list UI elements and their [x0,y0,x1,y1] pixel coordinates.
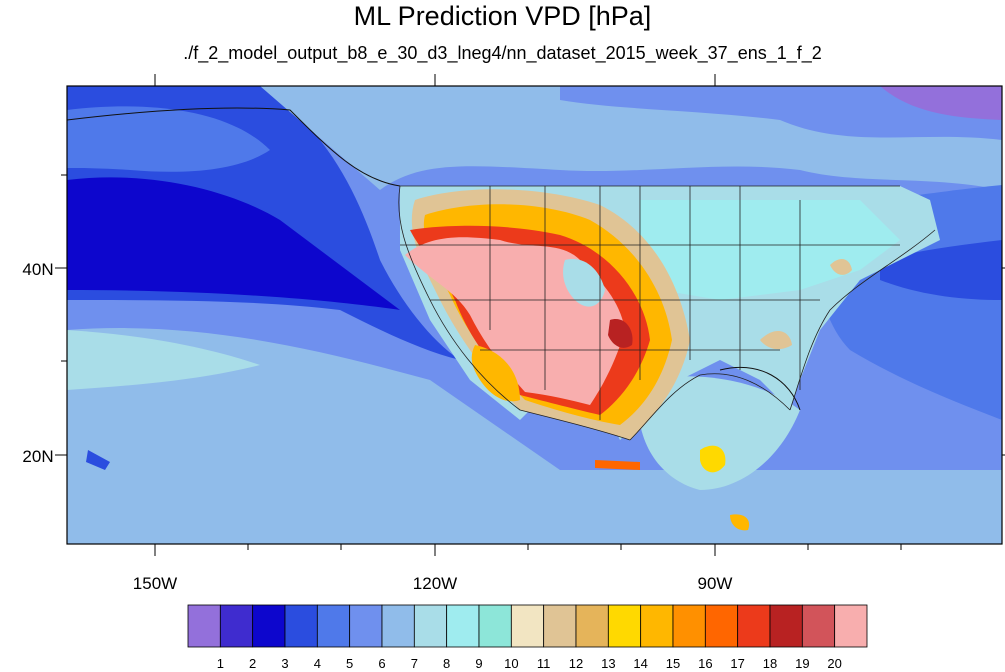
colorbar-label: 2 [249,656,256,671]
colorbar-label: 18 [763,656,777,671]
colorbar-swatch [252,604,286,648]
colorbar-swatch [607,604,642,648]
colorbar-swatch [543,604,577,648]
lon-label-90w: 90W [698,574,733,593]
colorbar-swatch [575,604,609,648]
colorbar-label: 12 [569,656,583,671]
colorbar-label: 1 [217,656,224,671]
colorbar-label: 9 [475,656,482,671]
mexico-south-patch [595,460,640,470]
colorbar-swatch [219,604,254,648]
colorbar-label: 3 [281,656,288,671]
pacific-north-band [67,106,270,172]
colorbar-label: 6 [378,656,385,671]
lat-label-40n: 40N [22,260,53,279]
pacific-core [67,177,400,310]
colorbar-label: 16 [698,656,712,671]
map-fields [67,86,1002,544]
colorbar-swatch [834,604,868,648]
colorado-humid-pocket [563,259,605,307]
colorbar-label: 13 [601,656,615,671]
colorbar-swatch [284,604,318,648]
colorbar-swatch [446,604,480,648]
colorbar-swatch [640,604,674,648]
colorbar-swatch [349,604,383,648]
southeast-patch [760,330,792,350]
colorbar-swatch [316,604,351,648]
colorbar-swatch [510,604,545,648]
central-america-patch [730,514,750,531]
baja-edge [471,345,520,402]
colorbar-swatch [769,604,803,648]
lon-label-120w: 120W [413,574,457,593]
colorbar-swatch [187,604,221,648]
colorbar-label: 10 [504,656,518,671]
map-subtitle: ./f_2_model_output_b8_e_30_d3_lneg4/nn_d… [183,43,822,63]
us-east-humid [640,200,900,300]
coastlines [67,107,801,411]
northern-band [560,86,1002,140]
colorbar-swatch [413,604,448,648]
colorbar-label: 19 [795,656,809,671]
colorbar-swatch [704,604,739,648]
northeast-patch [830,258,852,275]
gulf-field [638,376,800,490]
texas-hotspot [608,319,633,348]
colorbar-swatch [672,604,706,648]
colorbar-swatch [478,604,512,648]
plot-frame [66,85,1003,545]
lat-label-20n: 20N [22,447,53,466]
axis-ticks [55,74,1005,556]
colorbar-label: 17 [730,656,744,671]
lon-label-150w: 150W [133,574,177,593]
boundary-lines [398,185,936,441]
yucatan-patch [700,445,726,473]
colorbar-label: 15 [666,656,680,671]
colorbar-label: 14 [633,656,647,671]
colorbar: 1 2 3 4 5 6 7 8 9 10 11 12 13 14 15 16 17 18 19 20 [187,604,868,671]
atlantic-core [880,240,1002,300]
colorbar-swatch [381,604,415,648]
colorbar-swatch [737,604,771,648]
subtropic-band [67,330,260,390]
colorbar-label: 5 [346,656,353,671]
colorbar-label: 11 [537,656,551,671]
hawaii-patch [86,450,110,470]
map-title: ML Prediction VPD [hPa] [353,1,652,31]
greenland-patch [880,86,1002,120]
colorbar-label: 7 [411,656,418,671]
colorbar-label: 8 [443,656,450,671]
colorbar-label: 4 [314,656,321,671]
southwest-ocean-band [67,428,460,544]
colorbar-label: 20 [827,656,841,671]
colorbar-swatch [801,604,836,648]
